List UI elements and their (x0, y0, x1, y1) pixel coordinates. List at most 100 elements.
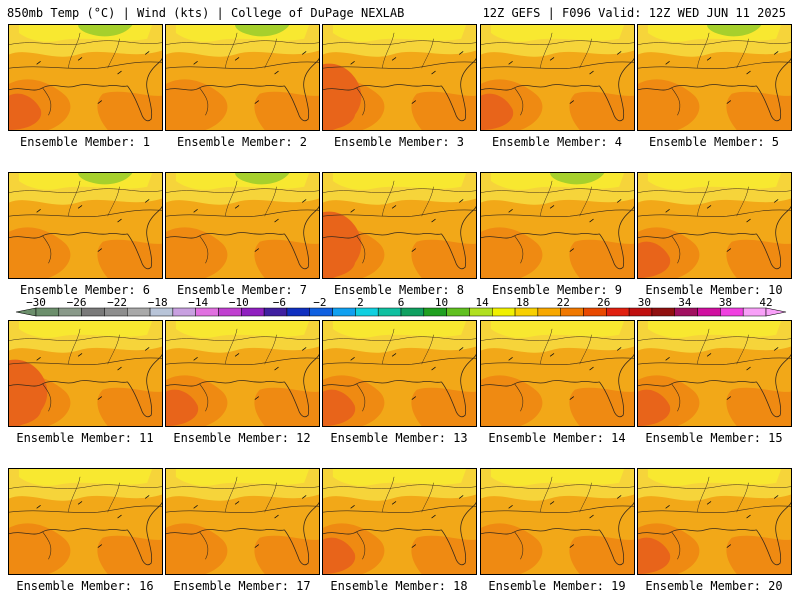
gulf-coastline (9, 84, 128, 91)
colorbar-segment (446, 307, 470, 317)
temperature-contour (481, 357, 634, 365)
hot-temperature-patch (323, 537, 356, 574)
ensemble-map-panel (322, 320, 477, 427)
warm-temperature-patch (97, 387, 162, 426)
wind-barb (549, 501, 555, 505)
cooler-temperature-band (332, 173, 467, 190)
temperature-contour (9, 40, 162, 45)
ensemble-map-panel (322, 468, 477, 575)
coolest-temperature-patch (550, 173, 605, 185)
state-border (264, 482, 277, 513)
colorbar-segment (377, 307, 402, 317)
state-border (224, 328, 238, 365)
colorbar-tick-label: 26 (597, 296, 611, 309)
ensemble-map-panel (322, 24, 477, 131)
warm-temperature-patch (411, 535, 476, 574)
warm-temperature-patch (569, 535, 634, 574)
temperature-contour (481, 505, 634, 513)
state-border (107, 334, 120, 365)
wind-barb (508, 356, 513, 361)
temperature-map (638, 25, 791, 130)
wind-barb (391, 353, 397, 357)
temperature-contour (638, 505, 791, 513)
wind-barb (117, 70, 122, 75)
colorbar-segment (332, 307, 356, 317)
state-border (696, 328, 710, 365)
florida-coastline (599, 206, 634, 270)
wind-barb (144, 495, 150, 499)
warm-temperature-patch (411, 239, 476, 278)
temperature-contour (323, 188, 476, 193)
texas-coastline (514, 235, 524, 264)
wind-barb (616, 199, 622, 203)
wind-barb (117, 366, 122, 371)
state-border (736, 482, 749, 513)
wind-barb (431, 366, 436, 371)
wind-barb (36, 60, 41, 65)
wind-barb (665, 356, 670, 361)
wind-barb (726, 544, 732, 548)
wind-barb (254, 544, 260, 548)
temperature-contour (166, 484, 319, 489)
wind-barb (773, 51, 779, 55)
warm-temperature-patch (411, 387, 476, 426)
hot-temperature-patch (9, 93, 42, 130)
warm-temperature-patch (481, 375, 543, 426)
gulf-coastline (638, 84, 757, 91)
gulf-coastline (166, 380, 285, 387)
warm-temperature-patch (97, 535, 162, 574)
wind-barb (549, 205, 555, 209)
wind-barb (773, 495, 779, 499)
cooler-temperature-band (18, 321, 153, 338)
state-border (264, 334, 277, 365)
ensemble-map-panel (637, 320, 792, 427)
gulf-coastline (481, 528, 600, 535)
warm-temperature-patch (97, 91, 162, 130)
temperature-map (9, 469, 162, 574)
colorbar-tick-label: 22 (556, 296, 570, 309)
wind-barb (254, 100, 260, 104)
ensemble-member-label: Ensemble Member: 8 (333, 283, 465, 297)
ensemble-map-panel (322, 172, 477, 279)
wind-barb (254, 248, 260, 252)
state-border (381, 180, 395, 217)
cooler-temperature-band (175, 321, 310, 338)
ensemble-member-label: Ensemble Member: 9 (491, 283, 623, 297)
cooler-temperature-band (490, 321, 625, 338)
colorbar-segment (423, 307, 447, 317)
gulf-coastline (166, 232, 285, 239)
wind-barb (569, 100, 575, 104)
colorbar-segment (720, 307, 744, 317)
temperature-contour (9, 505, 162, 513)
temperature-colorbar (15, 307, 787, 317)
colorbar-tick-label: −18 (147, 296, 168, 309)
wind-barb (274, 366, 279, 371)
warm-temperature-patch (569, 91, 634, 130)
texas-coastline (356, 383, 366, 412)
warm-temperature-patch (254, 535, 319, 574)
temperature-contour (638, 336, 791, 341)
temperature-map (638, 173, 791, 278)
wind-barb (665, 504, 670, 509)
cooler-temperature-band (490, 469, 625, 486)
colorbar-segment (537, 307, 561, 317)
ensemble-map-panel (637, 172, 792, 279)
wind-barb (254, 396, 260, 400)
ensemble-member-label: Ensemble Member: 11 (16, 431, 154, 445)
texas-coastline (199, 383, 209, 412)
temperature-contour (166, 336, 319, 341)
temperature-contour (638, 357, 791, 365)
colorbar-tick-label: −6 (272, 296, 286, 309)
ensemble-member-label: Ensemble Member: 13 (330, 431, 468, 445)
wind-barb (726, 248, 732, 252)
temperature-contour (481, 484, 634, 489)
wind-barb (589, 514, 594, 519)
wind-barb (117, 218, 122, 223)
state-border (67, 328, 81, 365)
florida-coastline (599, 502, 634, 566)
wind-barb (391, 205, 397, 209)
colorbar-segment (606, 307, 630, 317)
wind-barb (458, 199, 464, 203)
wind-barb (97, 544, 103, 548)
warm-temperature-patch (166, 79, 228, 130)
